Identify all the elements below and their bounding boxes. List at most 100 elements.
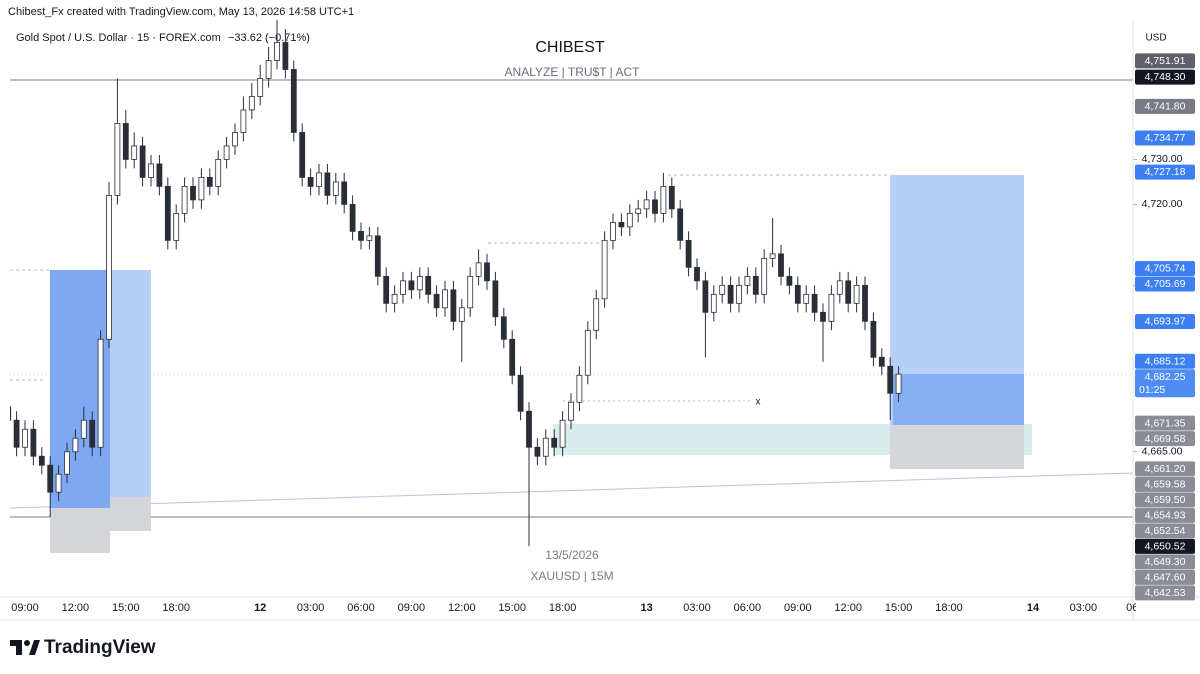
- y-tick-label: 4,730.00: [1142, 153, 1183, 165]
- price-badge-label: 4,650.52: [1145, 540, 1186, 552]
- candle-body: [895, 373, 902, 394]
- candle-body: [593, 298, 600, 331]
- candle-body: [584, 329, 591, 376]
- candle-body: [618, 221, 625, 228]
- candle-body: [408, 280, 415, 291]
- price-badge: [1135, 523, 1195, 539]
- annotation: XAUUSD | 15M: [530, 569, 613, 583]
- chart-title: CHIBEST: [535, 39, 605, 56]
- x-tick-label: 03:00: [1070, 602, 1098, 614]
- price-badge-label: 4,649.30: [1145, 556, 1186, 568]
- x-tick-label: 15:00: [885, 602, 913, 614]
- candle-body: [702, 280, 709, 313]
- chart-subtitle: ANALYZE | TRU$T | ACT: [505, 65, 641, 79]
- position-entry: [893, 374, 1024, 425]
- x-tick-label: 06:: [1126, 602, 1141, 614]
- x-tick-label: 14: [1027, 602, 1040, 614]
- candle-body: [727, 284, 734, 304]
- price-badge-label: 4,647.60: [1145, 571, 1186, 583]
- candle-body: [526, 410, 532, 448]
- candle-body: [820, 311, 826, 322]
- candle-body: [828, 293, 835, 322]
- brand: TradingView: [44, 637, 156, 658]
- candle-body: [148, 163, 154, 178]
- candle-body: [559, 419, 566, 448]
- candle-body: [13, 419, 20, 448]
- x-axis: 09:00 12:00 15:00 18:00 12 03:00 06:00 09:00 12:…: [11, 602, 1141, 614]
- candle-body: [181, 185, 188, 214]
- candle-body: [845, 280, 852, 304]
- candle-body: [106, 194, 112, 340]
- candle-body: [349, 203, 356, 232]
- candle-body: [332, 181, 339, 196]
- candle-body: [836, 280, 843, 295]
- candle-body: [576, 374, 583, 403]
- price-badge: [1135, 313, 1195, 329]
- candle-body: [610, 221, 616, 241]
- candle-body: [744, 275, 751, 286]
- candle-body: [324, 172, 331, 196]
- candle-body: [64, 451, 70, 475]
- x-tick-label: 18:00: [935, 602, 963, 614]
- candle-body: [274, 42, 280, 61]
- candle-body: [341, 181, 348, 205]
- candle-body: [643, 199, 650, 210]
- price-badge-label: 4,685.12: [1145, 355, 1186, 367]
- candle-body: [685, 239, 692, 268]
- candle-body: [803, 293, 810, 304]
- candle-body: [131, 145, 138, 160]
- candle-body: [164, 185, 171, 241]
- candle-body: [248, 96, 255, 111]
- price-badge: [1135, 69, 1195, 85]
- price-badge: [1135, 53, 1195, 69]
- candle-body: [425, 275, 432, 295]
- candle-body: [601, 239, 608, 300]
- x-tick-label: 12:00: [62, 602, 90, 614]
- candle-body: [358, 230, 364, 241]
- x-tick-label: 03:00: [297, 602, 325, 614]
- change: −33.62 (−0.71%): [228, 32, 310, 44]
- candle-body: [206, 177, 213, 187]
- x-tick-label: 18:00: [162, 602, 190, 614]
- price-badge: [1135, 276, 1195, 292]
- price-badge: [1135, 261, 1195, 277]
- candle-body: [484, 262, 490, 282]
- logo-mark: [24, 640, 30, 646]
- candle-body: [114, 123, 121, 196]
- price-badge: [1135, 98, 1195, 114]
- price-badge-label: 4,727.18: [1145, 166, 1186, 178]
- position-target: [110, 270, 151, 497]
- candle-body: [517, 374, 524, 412]
- candle-body: [811, 293, 818, 313]
- candle-body: [307, 177, 314, 187]
- candle-body: [316, 172, 322, 187]
- x-tick-label: 12:00: [448, 602, 476, 614]
- candle-body: [542, 437, 549, 457]
- price-badge-label: 4,652.54: [1145, 525, 1186, 537]
- price-labels: 4,751.91 4,748.30 4,741.80 4,734.77 4,727.18…: [1135, 53, 1195, 601]
- candle-body: [265, 60, 272, 79]
- price-badge-label: 4,693.97: [1145, 316, 1186, 328]
- candle-body: [232, 132, 238, 147]
- price-badge: [1135, 538, 1195, 554]
- candle-body: [223, 145, 230, 160]
- price-badge: [1135, 164, 1195, 180]
- price-badge-label: 4,705.74: [1145, 263, 1186, 275]
- candle-body: [475, 262, 482, 277]
- candle-body: [72, 437, 79, 453]
- candle-body: [400, 280, 406, 295]
- price-badge: [1135, 369, 1195, 398]
- position-stop: [890, 425, 1024, 469]
- price-badge-label: 4,659.58: [1145, 478, 1186, 490]
- symbol: Gold Spot / U.S. Dollar · 15 · FOREX.com: [16, 32, 221, 44]
- x-tick-label: 09:00: [784, 602, 812, 614]
- price-badge-label: 4,705.69: [1145, 278, 1186, 290]
- price-badge-label: 4,734.77: [1145, 132, 1186, 144]
- candle-body: [694, 266, 700, 282]
- x-tick-label: 15:00: [498, 602, 526, 614]
- x-tick-label: 09:00: [11, 602, 39, 614]
- price-badge: [1135, 353, 1195, 369]
- x-tick-label: 18:00: [549, 602, 577, 614]
- candle-body: [761, 257, 768, 295]
- candle-body: [786, 275, 793, 286]
